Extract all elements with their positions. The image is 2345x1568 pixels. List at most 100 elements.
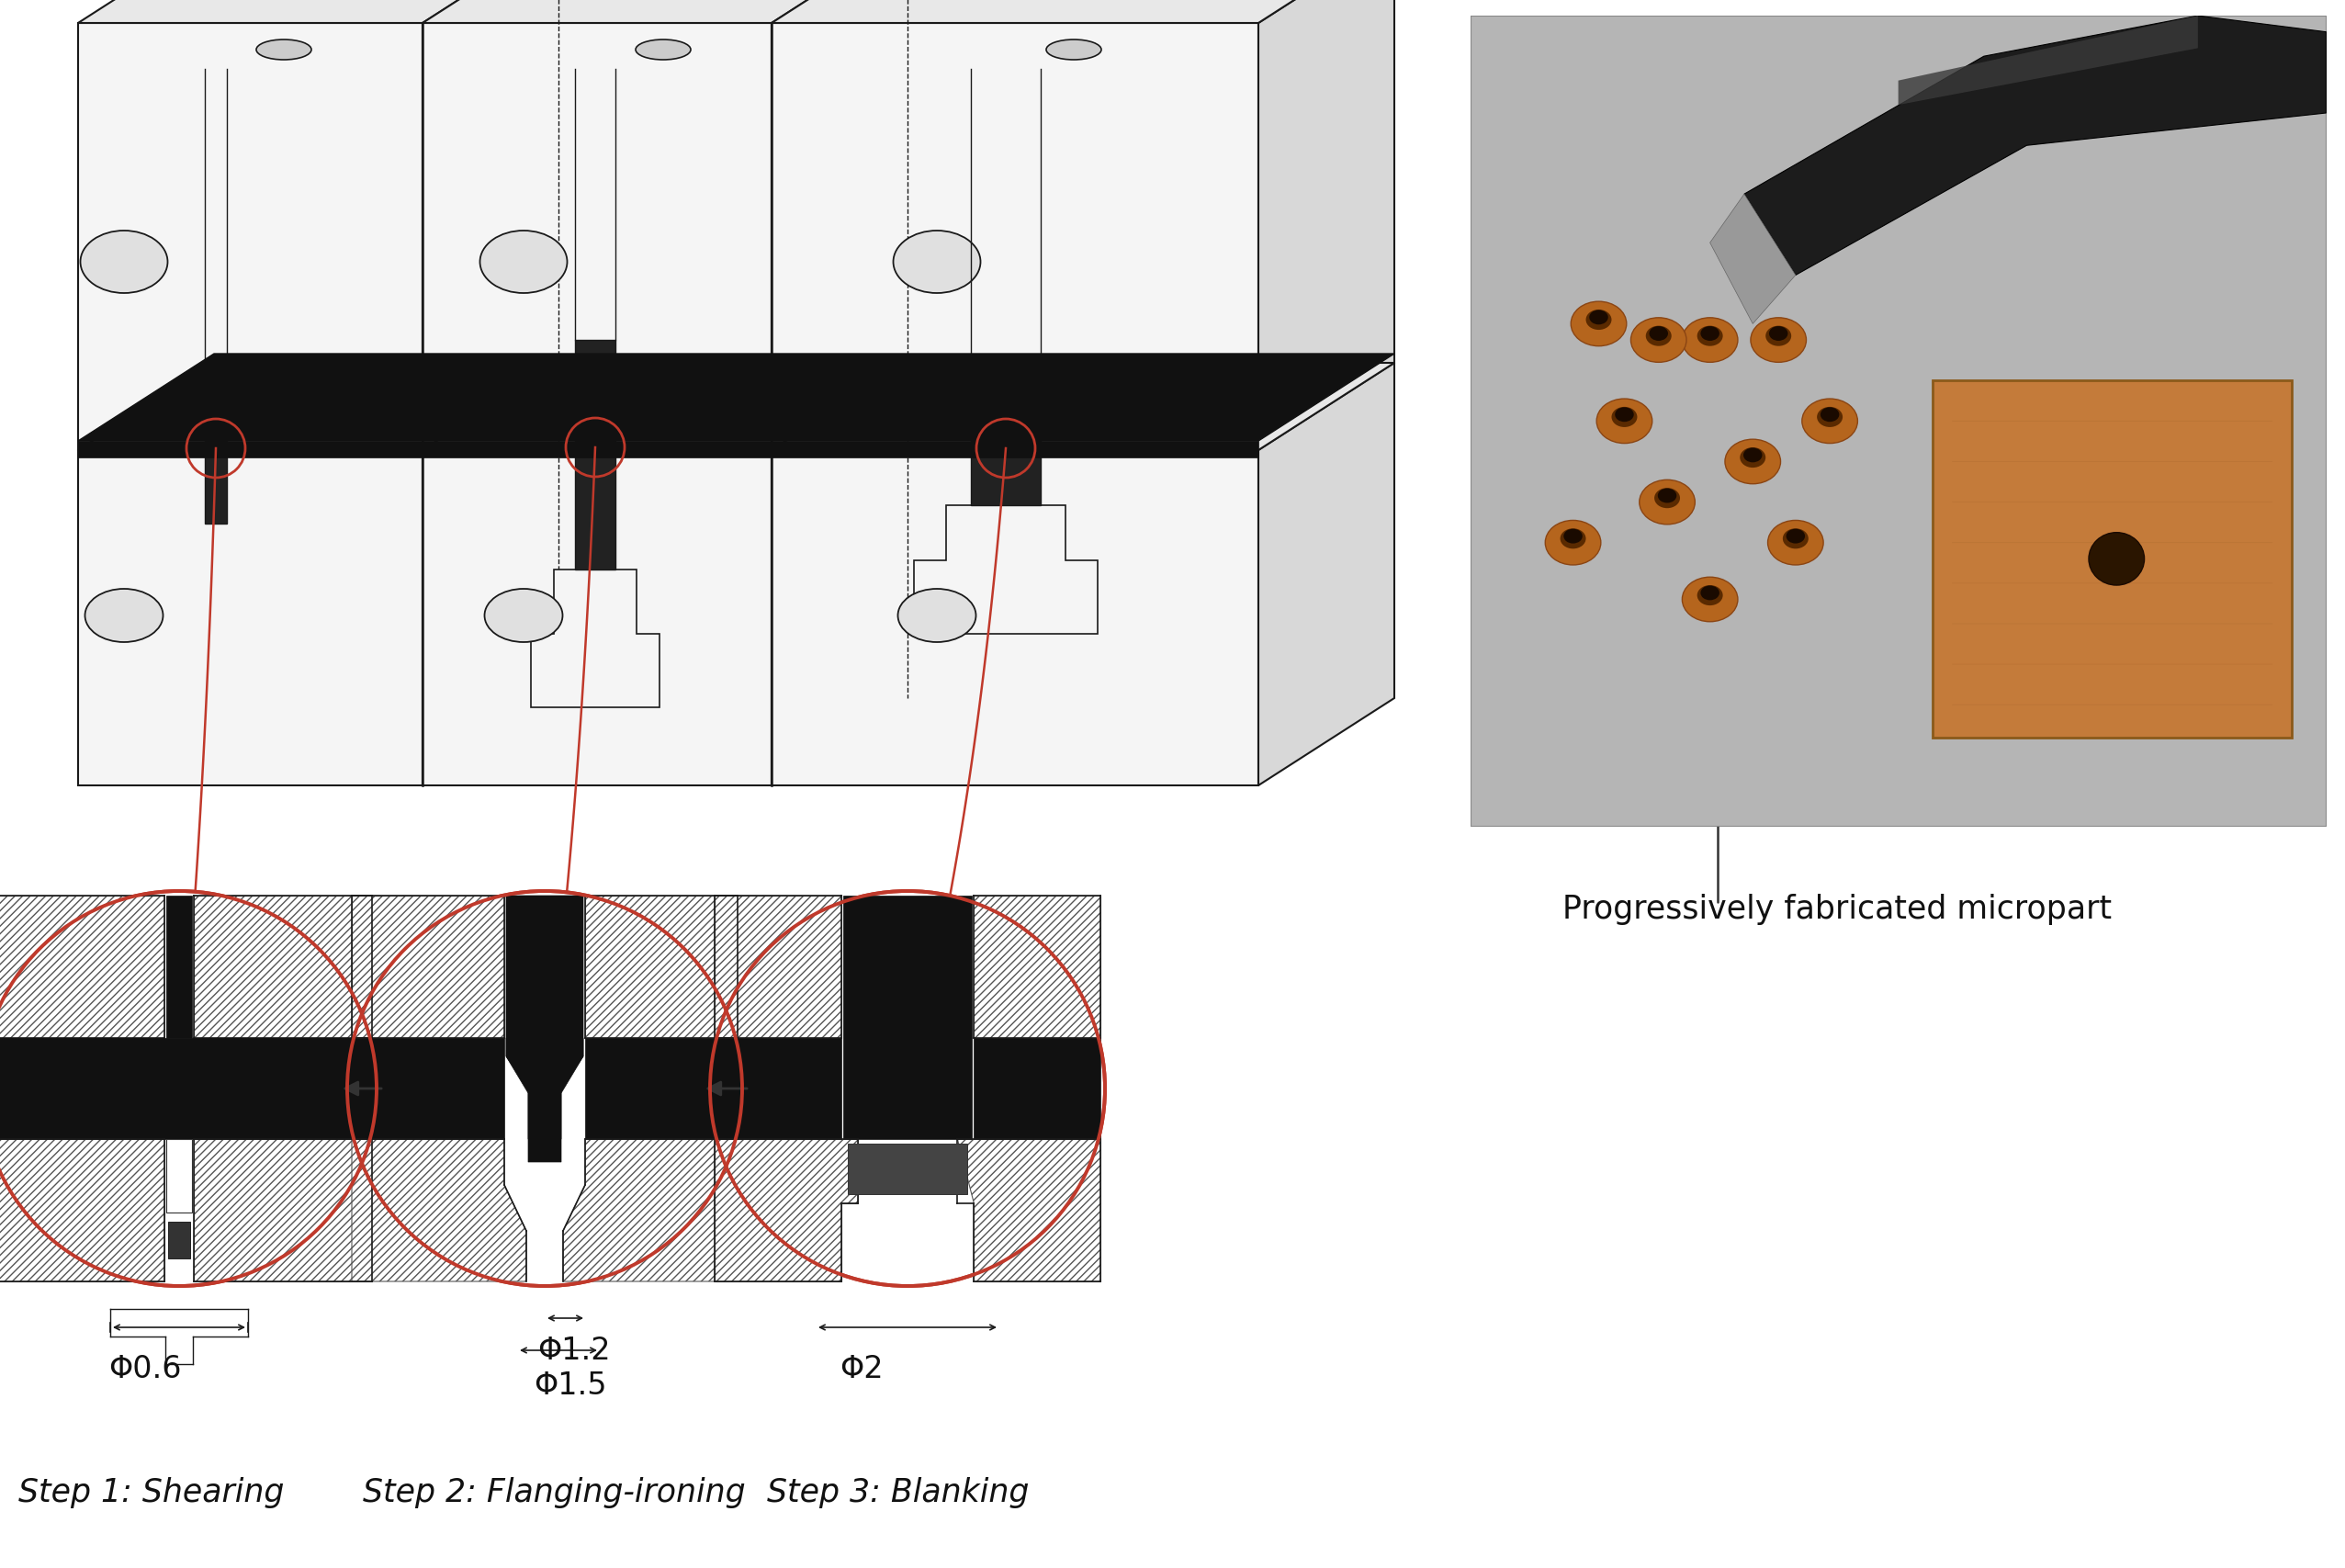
Ellipse shape	[1698, 326, 1724, 347]
Text: Φ2: Φ2	[840, 1353, 884, 1385]
Ellipse shape	[1820, 408, 1838, 422]
Polygon shape	[586, 1038, 739, 1138]
Polygon shape	[195, 1138, 373, 1281]
Polygon shape	[0, 895, 164, 1038]
Polygon shape	[772, 450, 1259, 786]
Polygon shape	[422, 24, 772, 450]
Polygon shape	[586, 895, 739, 1038]
Ellipse shape	[80, 230, 166, 293]
Polygon shape	[715, 1038, 842, 1138]
Ellipse shape	[1616, 408, 1634, 422]
Circle shape	[347, 891, 741, 1286]
Polygon shape	[77, 450, 422, 786]
Polygon shape	[772, 0, 1395, 24]
Ellipse shape	[1653, 488, 1679, 508]
Ellipse shape	[1817, 406, 1843, 426]
Ellipse shape	[1787, 528, 1806, 544]
Ellipse shape	[1649, 326, 1667, 340]
Text: Step 3: Blanking: Step 3: Blanking	[767, 1477, 1029, 1508]
Ellipse shape	[898, 590, 976, 641]
Ellipse shape	[256, 39, 312, 60]
Polygon shape	[77, 354, 1395, 441]
Ellipse shape	[1742, 448, 1761, 463]
Ellipse shape	[1611, 406, 1637, 426]
Polygon shape	[971, 450, 1041, 505]
Polygon shape	[169, 1221, 190, 1259]
Polygon shape	[563, 1138, 739, 1281]
Circle shape	[0, 891, 378, 1286]
Circle shape	[711, 891, 1104, 1286]
Text: Step 1: Shearing: Step 1: Shearing	[19, 1477, 284, 1508]
Ellipse shape	[1585, 309, 1611, 329]
Ellipse shape	[893, 230, 980, 293]
Ellipse shape	[1590, 310, 1609, 325]
Polygon shape	[507, 1038, 584, 1138]
Ellipse shape	[1681, 577, 1738, 621]
Polygon shape	[971, 405, 1041, 450]
Polygon shape	[849, 1143, 966, 1195]
Ellipse shape	[1726, 439, 1780, 485]
Polygon shape	[575, 450, 614, 569]
Polygon shape	[915, 505, 1097, 633]
Polygon shape	[772, 362, 1395, 450]
Polygon shape	[715, 895, 842, 1038]
FancyBboxPatch shape	[1932, 381, 2291, 737]
Polygon shape	[352, 895, 504, 1038]
Ellipse shape	[1545, 521, 1602, 564]
Polygon shape	[77, 0, 558, 24]
Ellipse shape	[1646, 326, 1672, 347]
Polygon shape	[1259, 362, 1395, 786]
Polygon shape	[772, 24, 1259, 450]
Polygon shape	[575, 340, 614, 450]
Ellipse shape	[481, 230, 567, 293]
Ellipse shape	[1559, 528, 1585, 549]
Polygon shape	[0, 1038, 373, 1138]
Polygon shape	[973, 1038, 1100, 1138]
Ellipse shape	[1766, 326, 1792, 347]
Text: Step 2: Flanging-ironing: Step 2: Flanging-ironing	[363, 1477, 746, 1508]
Polygon shape	[77, 362, 558, 450]
Polygon shape	[0, 1138, 164, 1281]
Ellipse shape	[1698, 585, 1724, 605]
Ellipse shape	[1639, 480, 1695, 524]
Polygon shape	[507, 895, 584, 1162]
Ellipse shape	[1768, 521, 1824, 564]
Polygon shape	[166, 895, 192, 1038]
Ellipse shape	[1700, 326, 1719, 340]
Ellipse shape	[1752, 318, 1806, 362]
Ellipse shape	[1768, 326, 1787, 340]
Ellipse shape	[1700, 585, 1719, 601]
Ellipse shape	[1681, 318, 1738, 362]
Ellipse shape	[1658, 488, 1677, 503]
Ellipse shape	[84, 590, 164, 641]
Polygon shape	[352, 1138, 525, 1281]
Polygon shape	[957, 1138, 1100, 1281]
Text: Φ1.5: Φ1.5	[535, 1370, 607, 1400]
Polygon shape	[1897, 16, 2197, 105]
Ellipse shape	[1801, 398, 1857, 444]
Polygon shape	[422, 362, 908, 450]
Polygon shape	[1259, 0, 1395, 450]
Polygon shape	[973, 895, 1100, 1038]
Polygon shape	[715, 1138, 858, 1281]
Ellipse shape	[2089, 533, 2143, 585]
Ellipse shape	[1630, 318, 1686, 362]
Ellipse shape	[1046, 39, 1102, 60]
Text: Φ0.6: Φ0.6	[108, 1353, 181, 1385]
Polygon shape	[422, 0, 908, 24]
Ellipse shape	[635, 39, 692, 60]
Polygon shape	[844, 895, 971, 1138]
Ellipse shape	[1571, 301, 1627, 347]
Polygon shape	[204, 376, 227, 450]
Polygon shape	[77, 24, 422, 450]
Polygon shape	[195, 895, 373, 1038]
Ellipse shape	[1740, 447, 1766, 467]
Polygon shape	[204, 450, 227, 524]
Polygon shape	[166, 1138, 192, 1212]
Text: Progressively fabricated micropart: Progressively fabricated micropart	[1562, 894, 2113, 925]
Text: Φ1.2: Φ1.2	[537, 1334, 610, 1366]
Polygon shape	[530, 569, 659, 707]
Ellipse shape	[485, 590, 563, 641]
Ellipse shape	[1564, 528, 1583, 544]
Ellipse shape	[1597, 398, 1653, 444]
